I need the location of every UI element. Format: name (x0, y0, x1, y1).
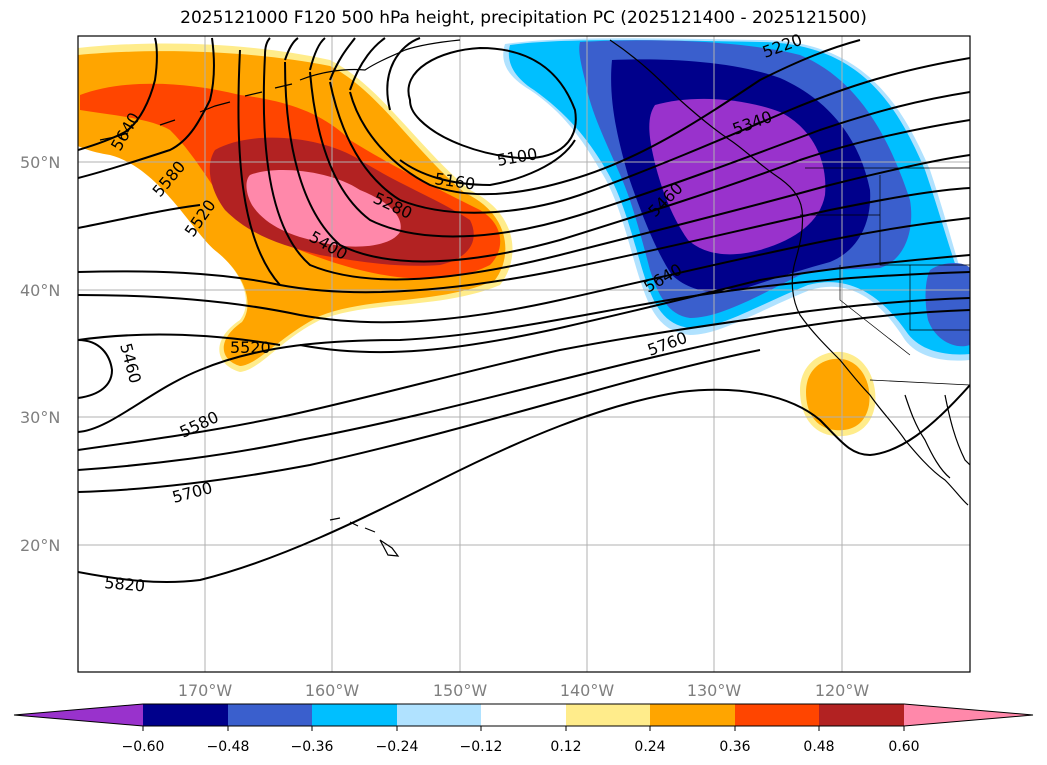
colorbar-swatch (143, 704, 228, 726)
contour-label: 5100 (495, 144, 538, 170)
coast-baja (904, 394, 951, 479)
shade-neg-east (925, 263, 970, 347)
colorbar-swatch (312, 704, 397, 726)
contour-5460-low (78, 339, 114, 399)
map-title: 2025121000 F120 500 hPa height, precipit… (180, 8, 867, 28)
colorbar-swatch (481, 704, 566, 726)
colorbar-swatch (566, 704, 650, 726)
colorbar-swatch (735, 704, 819, 726)
contour-label: 5760 (645, 328, 690, 360)
contour-label: 5580 (177, 407, 222, 441)
precip-shading (78, 38, 970, 437)
colorbar-tick-label: 0.12 (550, 739, 581, 755)
lat-tick: 50°N (20, 153, 60, 172)
contour-5340 (309, 37, 970, 238)
contour-5520 (78, 49, 970, 294)
colorbar-extend-high (904, 704, 1033, 726)
shade-pos-blob-inner (806, 358, 870, 431)
colorbar-tick-label: −0.12 (460, 739, 503, 755)
contour-label: 5460 (116, 341, 145, 385)
lon-tick: 170°W (178, 681, 233, 700)
colorbar-tick-label: 0.36 (719, 739, 750, 755)
contour-5640-south (78, 297, 970, 451)
contour-5400 (284, 37, 970, 263)
contour-5580 (78, 37, 970, 324)
coast-hawaii (329, 517, 400, 557)
lat-tick-labels: 50°N 40°N 30°N 20°N (20, 153, 60, 555)
contour-5760 (78, 349, 761, 493)
lat-tick: 30°N (20, 408, 60, 427)
contour-5640 (78, 37, 970, 354)
colorbar-tick-label: −0.36 (291, 739, 334, 755)
coast-mainland-mex (944, 394, 970, 466)
contour-5100 (407, 46, 577, 160)
lon-tick-labels: 170°W 160°W 150°W 140°W 130°W 120°W (178, 681, 870, 700)
colorbar: −0.60 −0.48 −0.36 −0.24 −0.12 0.12 0.24 … (13, 703, 1034, 755)
contour-5460 (262, 37, 970, 281)
border-us-mexico (869, 379, 970, 386)
colorbar-swatch (228, 704, 312, 726)
map-frame (77, 35, 971, 673)
colorbar-extend-low (14, 704, 143, 726)
coast-bc-pnw (609, 39, 969, 506)
lon-tick: 160°W (305, 681, 360, 700)
colorbar-tick-label: 0.24 (634, 739, 665, 755)
colorbar-tick-label: 0.60 (888, 739, 919, 755)
lon-tick: 140°W (560, 681, 615, 700)
contour-5580-south (78, 271, 970, 433)
shade-neg-0.60 (649, 98, 826, 255)
shade-pos-0.60 (246, 170, 401, 247)
contour-label: 5520 (230, 338, 271, 357)
colorbar-swatch (819, 704, 904, 726)
lat-tick: 20°N (20, 536, 60, 555)
contour-5700 (78, 309, 970, 471)
lon-tick: 130°W (687, 681, 742, 700)
colorbar-swatch (650, 704, 735, 726)
colorbar-tick-label: −0.60 (122, 739, 165, 755)
contour-label: 5700 (170, 478, 214, 507)
contour-5280 (329, 37, 970, 214)
border-states (800, 175, 970, 356)
lat-tick: 40°N (20, 281, 60, 300)
colorbar-tick-label: −0.24 (376, 739, 419, 755)
colorbar-tick-label: 0.48 (803, 739, 834, 755)
colorbar-ticks (142, 726, 905, 731)
lon-tick: 150°W (433, 681, 488, 700)
coast-alaska (299, 39, 461, 81)
colorbar-swatch (397, 704, 481, 726)
contour-label: 5820 (104, 573, 146, 595)
colorbar-tick-label: −0.48 (207, 739, 250, 755)
lon-tick: 120°W (815, 681, 870, 700)
height-contours (78, 37, 970, 583)
graticule (78, 36, 970, 672)
contour-5820 (78, 384, 970, 583)
contour-5220 (349, 37, 861, 196)
contour-5160 (386, 37, 576, 187)
